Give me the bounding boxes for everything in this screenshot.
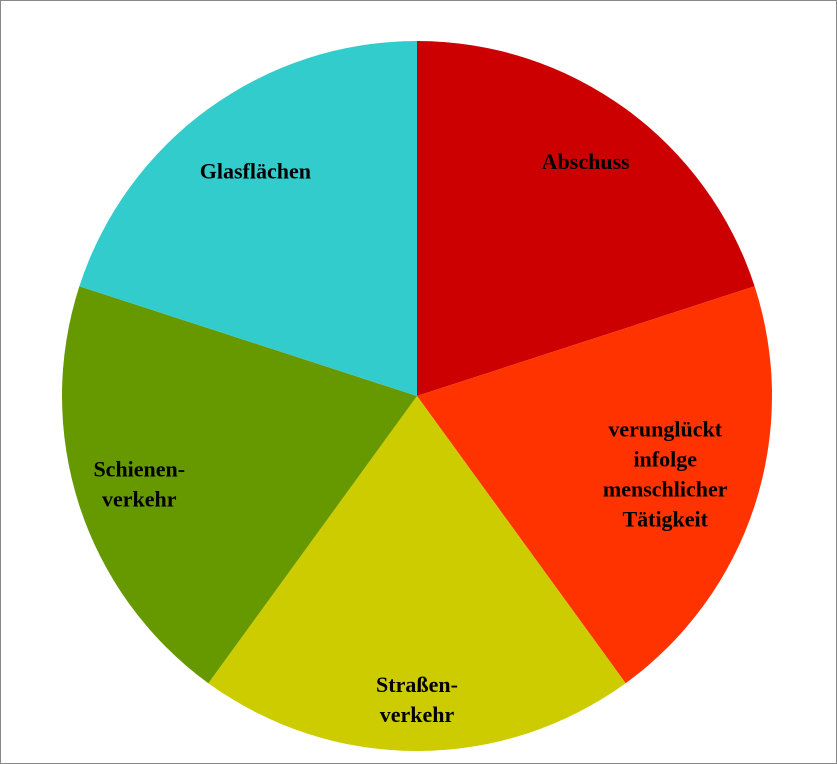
slice-label: verkehr xyxy=(380,702,455,727)
slice-label: Tätigkeit xyxy=(622,507,708,532)
slice-label: Abschuss xyxy=(542,149,630,174)
slice-label: menschlicher xyxy=(603,477,728,502)
slice-label: infolge xyxy=(633,447,697,472)
slice-label: Glasflächen xyxy=(200,159,311,184)
slice-label: verunglückt xyxy=(608,417,722,442)
pie-slice xyxy=(79,41,417,396)
slice-label: verkehr xyxy=(102,486,177,511)
slice-label: Straßen- xyxy=(376,672,458,697)
pie-slice xyxy=(208,396,626,751)
slice-label: Schienen- xyxy=(93,456,185,481)
pie-slice xyxy=(61,286,417,684)
pie-slice xyxy=(417,286,772,684)
pie-slice xyxy=(417,41,755,396)
